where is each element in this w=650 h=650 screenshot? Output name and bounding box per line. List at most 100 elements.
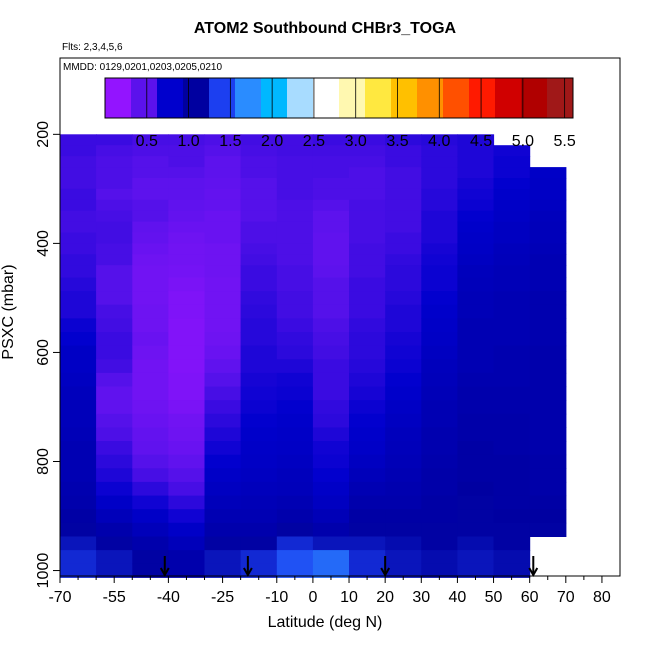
heatmap-cell bbox=[204, 468, 242, 483]
heatmap-cell bbox=[132, 277, 169, 292]
heatmap-cell bbox=[132, 372, 169, 388]
heatmap-cell bbox=[240, 413, 278, 428]
heatmap-cell bbox=[457, 291, 495, 306]
heatmap-cell bbox=[276, 509, 314, 524]
heatmap-cell bbox=[204, 254, 242, 266]
heatmap-cell bbox=[385, 232, 422, 244]
heatmap-cell bbox=[204, 372, 242, 388]
heatmap-cell bbox=[349, 413, 386, 428]
heatmap-cell bbox=[385, 221, 422, 234]
heatmap-cell bbox=[385, 550, 422, 565]
heatmap-cell bbox=[96, 400, 133, 415]
heatmap-cell bbox=[240, 563, 278, 578]
heatmap-cell bbox=[60, 481, 97, 497]
heatmap-cell bbox=[276, 495, 314, 510]
heatmap-cell bbox=[96, 156, 133, 168]
heatmap-cell bbox=[276, 167, 314, 179]
x-tick-label: -70 bbox=[48, 589, 71, 606]
heatmap-cell bbox=[168, 441, 206, 456]
heatmap-cell bbox=[96, 167, 133, 179]
heatmap-cell bbox=[132, 454, 169, 469]
colorbar-swatch bbox=[365, 78, 392, 118]
heatmap-cell bbox=[493, 550, 531, 565]
heatmap-cell bbox=[349, 265, 386, 279]
heatmap-cell bbox=[132, 550, 169, 565]
heatmap-cell bbox=[276, 318, 314, 333]
colorbar-tick-label: 2.0 bbox=[261, 133, 283, 150]
heatmap-cell bbox=[132, 167, 169, 179]
heatmap-cell bbox=[60, 372, 97, 388]
heatmap-cell bbox=[493, 481, 531, 497]
heatmap-cell bbox=[132, 232, 169, 244]
x-tick-label: 10 bbox=[340, 589, 358, 606]
heatmap-cell bbox=[60, 178, 97, 190]
heatmap-cell bbox=[385, 188, 422, 201]
arrow-head bbox=[159, 567, 170, 578]
heatmap-cell bbox=[96, 178, 133, 190]
heatmap-cell bbox=[60, 495, 97, 510]
colorbar-swatch bbox=[547, 78, 574, 118]
heatmap-cell bbox=[276, 441, 314, 456]
heatmap-cell bbox=[240, 359, 278, 374]
heatmap-cell bbox=[529, 481, 567, 497]
heatmap-cell bbox=[168, 413, 206, 428]
heatmap-cell bbox=[240, 386, 278, 401]
heatmap-cell bbox=[132, 265, 169, 279]
heatmap-cell bbox=[421, 232, 458, 244]
heatmap-cell bbox=[457, 563, 495, 578]
heatmap-cell bbox=[132, 221, 169, 234]
heatmap-cell bbox=[276, 156, 314, 168]
heatmap-cell bbox=[493, 243, 531, 255]
x-tick-label: 40 bbox=[449, 589, 467, 606]
heatmap-cell bbox=[421, 265, 458, 279]
heatmap-cell bbox=[168, 454, 206, 469]
heatmap-cell bbox=[421, 522, 458, 537]
heatmap-cell bbox=[385, 413, 422, 428]
colorbar-swatch bbox=[131, 78, 158, 118]
heatmap-cell bbox=[457, 441, 495, 456]
heatmap-cell bbox=[168, 386, 206, 401]
heatmap-cell bbox=[385, 359, 422, 374]
heatmap-cell bbox=[60, 277, 97, 292]
heatmap-cell bbox=[168, 332, 206, 347]
colorbar-swatch bbox=[209, 78, 236, 118]
heatmap-cell bbox=[457, 427, 495, 442]
heatmap-cell bbox=[132, 468, 169, 483]
heatmap-cell bbox=[168, 468, 206, 483]
heatmap-cell bbox=[204, 509, 242, 524]
heatmap-cell bbox=[240, 481, 278, 497]
heatmap-cell bbox=[132, 400, 169, 415]
heatmap-cell bbox=[312, 145, 350, 157]
heatmap-cell bbox=[349, 134, 386, 146]
heatmap-cell bbox=[96, 277, 133, 292]
heatmap-cell bbox=[349, 254, 386, 266]
heatmap-cell bbox=[529, 372, 567, 388]
heatmap-cell bbox=[493, 318, 531, 333]
heatmap-cell bbox=[60, 134, 97, 146]
heatmap-cell bbox=[168, 427, 206, 442]
heatmap-cell bbox=[276, 454, 314, 469]
heatmap-cell bbox=[276, 468, 314, 483]
heatmap-cell bbox=[204, 291, 242, 306]
heatmap-cell bbox=[421, 156, 458, 168]
heatmap-cell bbox=[421, 345, 458, 360]
heatmap-cell bbox=[96, 359, 133, 374]
heatmap-cell bbox=[529, 243, 567, 255]
heatmap-cell bbox=[421, 550, 458, 565]
heatmap-cell bbox=[312, 481, 350, 497]
heatmap-cell bbox=[60, 318, 97, 333]
heatmap-cell bbox=[493, 199, 531, 212]
heatmap-cell bbox=[204, 243, 242, 255]
heatmap-cell bbox=[312, 522, 350, 537]
heatmap-cell bbox=[132, 413, 169, 428]
heatmap-cell bbox=[385, 536, 422, 551]
heatmap-cell bbox=[493, 522, 531, 537]
heatmap-cell bbox=[385, 304, 422, 319]
heatmap-cell bbox=[529, 221, 567, 234]
heatmap-cell bbox=[529, 400, 567, 415]
colorbar-swatch bbox=[287, 78, 314, 118]
heatmap-cell bbox=[421, 134, 458, 146]
heatmap-cell bbox=[204, 232, 242, 244]
heatmap-cell bbox=[385, 427, 422, 442]
